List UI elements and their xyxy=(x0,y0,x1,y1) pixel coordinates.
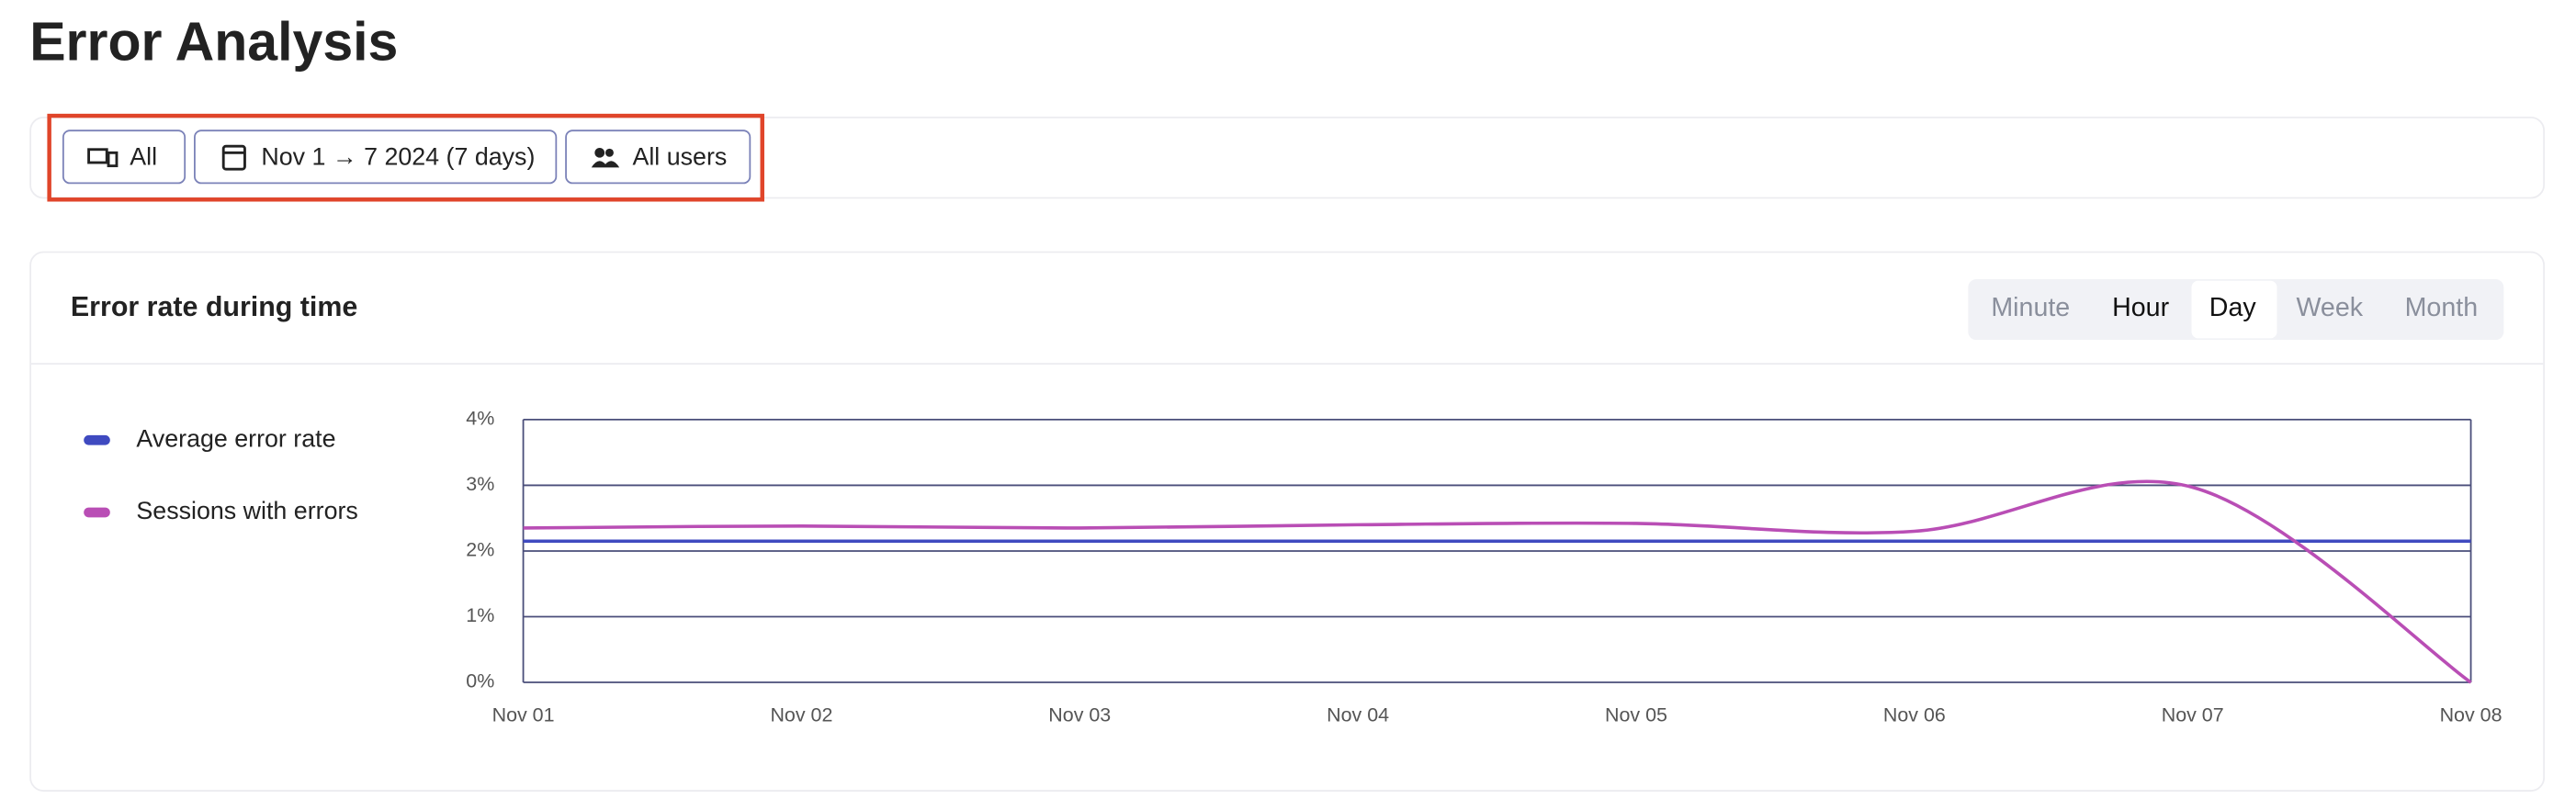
legend-label: Sessions with errors xyxy=(136,497,357,524)
x-tick-label: Nov 03 xyxy=(1048,703,1111,726)
tab-selected[interactable] xyxy=(2191,280,2277,339)
filter-label: All xyxy=(130,143,157,171)
users-icon xyxy=(591,161,620,168)
granularity-tab: Week xyxy=(2296,293,2363,322)
filter-label: Nov 1 → 7 2024 (7 days) xyxy=(261,143,535,171)
legend-label: Average error rate xyxy=(136,424,335,452)
y-tick-label: 3% xyxy=(466,473,494,495)
y-tick-label: 0% xyxy=(466,670,494,692)
users-icon xyxy=(604,148,614,157)
y-tick-label: 2% xyxy=(466,539,494,561)
device-icon xyxy=(87,148,108,164)
legend-swatch xyxy=(84,434,110,445)
x-tick-label: Nov 07 xyxy=(2162,703,2224,726)
x-tick-label: Nov 06 xyxy=(1883,703,1946,726)
highlight-box xyxy=(47,113,764,202)
x-tick-label: Nov 01 xyxy=(492,703,555,726)
page-title: Error Analysis xyxy=(29,12,398,73)
granularity-tab: Minute xyxy=(1991,293,2070,322)
legend-swatch xyxy=(84,507,110,518)
users-icon xyxy=(594,147,605,158)
device-icon xyxy=(107,151,119,168)
chart-title: Error rate during time xyxy=(71,291,357,322)
filter-label: All users xyxy=(632,143,727,171)
series-line xyxy=(523,479,2472,684)
y-tick-label: 4% xyxy=(466,408,494,430)
x-tick-label: Nov 05 xyxy=(1605,703,1667,726)
x-tick-label: Nov 04 xyxy=(1327,703,1389,726)
filter-button[interactable] xyxy=(62,129,186,185)
granularity-tab[interactable]: Hour xyxy=(2112,293,2169,322)
calendar-icon xyxy=(221,144,246,171)
chart-panel xyxy=(29,251,2546,792)
granularity-tab: Month xyxy=(2405,293,2479,322)
x-tick-label: Nov 02 xyxy=(770,703,832,726)
filter-button[interactable] xyxy=(565,129,751,185)
x-tick-label: Nov 08 xyxy=(2440,703,2503,726)
filter-button[interactable] xyxy=(194,129,558,185)
y-tick-label: 1% xyxy=(466,604,494,626)
granularity-tab[interactable]: Day xyxy=(2209,293,2257,322)
